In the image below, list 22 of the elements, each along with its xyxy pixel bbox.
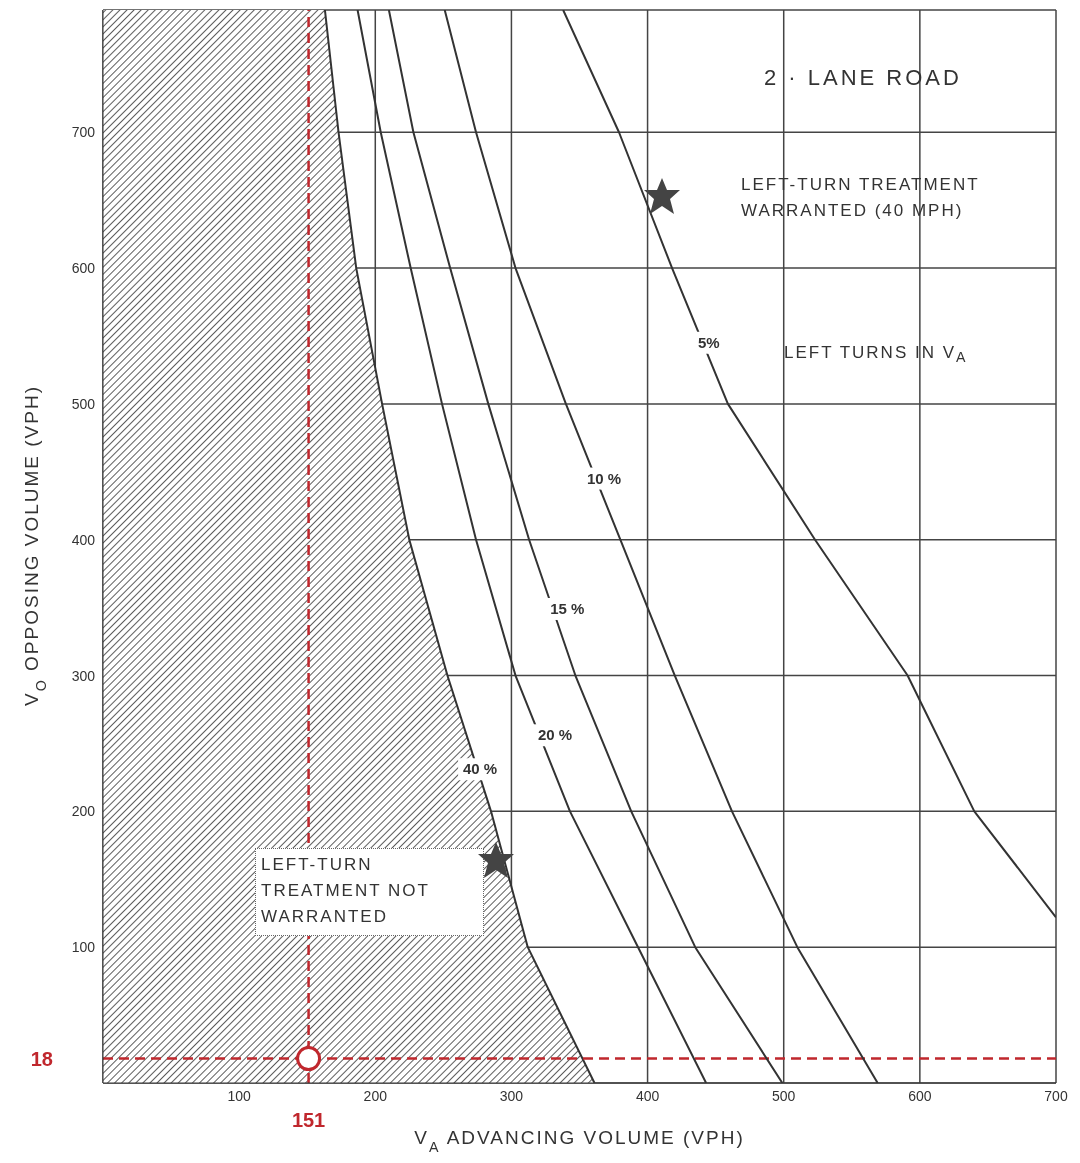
- annotation: 20 %: [537, 726, 573, 744]
- annotation: 15 %: [550, 599, 585, 617]
- x-axis-title: V$_{A}$ ADVANCING VOLUME (VPH): [414, 1127, 745, 1155]
- y-tick-label: 400: [71, 531, 96, 548]
- annotation: 5%: [697, 333, 720, 351]
- y-tick-label: 700: [71, 124, 96, 141]
- y-tick-label: 100: [71, 939, 96, 956]
- annotation: 40 %: [463, 760, 498, 778]
- x-tick-label: 600: [908, 1087, 932, 1104]
- y-tick-label: 200: [71, 803, 96, 820]
- x-tick-label: 200: [363, 1087, 388, 1104]
- y-tick-label: 300: [71, 667, 96, 684]
- annotation: 10 %: [586, 469, 622, 487]
- y-tick-label: 600: [71, 260, 96, 277]
- x-tick-label: 100: [227, 1087, 252, 1104]
- y-tick-label: 500: [71, 395, 96, 412]
- ref-line-label: 151: [291, 1109, 326, 1131]
- x-tick-label: 400: [635, 1087, 660, 1104]
- ref-line-label: 18: [30, 1047, 53, 1070]
- x-tick-label: 500: [772, 1087, 796, 1104]
- x-tick-label: 700: [1044, 1087, 1068, 1104]
- x-tick-label: 300: [499, 1087, 524, 1104]
